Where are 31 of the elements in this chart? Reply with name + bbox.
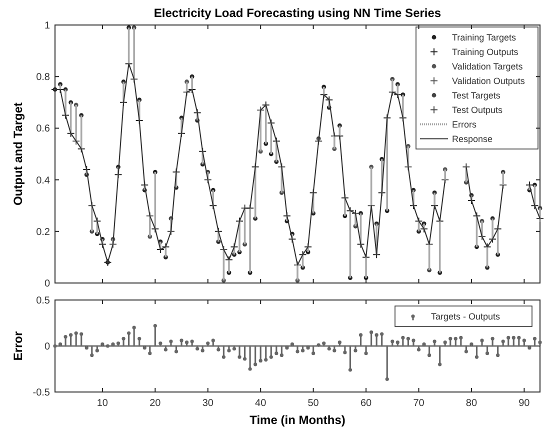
y-tick-label: 0.2: [36, 226, 50, 238]
y-tick-label: 0.5: [36, 296, 50, 306]
x-tick-label: 80: [466, 398, 478, 409]
legend-label: Validation Targets: [452, 61, 524, 72]
legend-label: Test Targets: [452, 90, 501, 100]
y-axis-title: Error: [11, 331, 25, 361]
y-axis-title: Output and Target: [11, 102, 25, 206]
legend-label: Test Outputs: [452, 104, 504, 115]
x-tick-label: 60: [360, 398, 372, 409]
x-tick-label: 50: [308, 398, 320, 409]
y-tick-label: 0: [44, 278, 50, 290]
legend-label: Training Outputs: [452, 46, 519, 57]
y-tick-label: 1: [44, 20, 50, 32]
legend-label: Training Targets: [452, 32, 517, 42]
x-tick-label: 10: [96, 398, 108, 409]
x-tick-label: 70: [413, 398, 425, 409]
legend-label: Validation Outputs: [452, 76, 526, 86]
x-tick-label: 30: [202, 398, 214, 409]
y-tick-label: 0.6: [36, 124, 50, 135]
legend-label: Targets - Outputs: [431, 311, 501, 322]
x-tick-label: 40: [255, 398, 267, 409]
y-tick-label: -0.5: [32, 388, 50, 398]
chart-title: Electricity Load Forecasting using NN Time Series: [154, 6, 442, 20]
y-tick-label: 0: [44, 342, 50, 352]
legend-label: Response: [452, 134, 493, 144]
y-tick-label: 0.8: [36, 72, 50, 84]
legend-label: Errors: [452, 119, 477, 130]
x-tick-label: 90: [518, 398, 530, 409]
x-tick-label: 20: [150, 398, 162, 409]
x-axis-title: Time (in Months): [250, 413, 346, 427]
y-tick-label: 0.4: [36, 175, 50, 186]
